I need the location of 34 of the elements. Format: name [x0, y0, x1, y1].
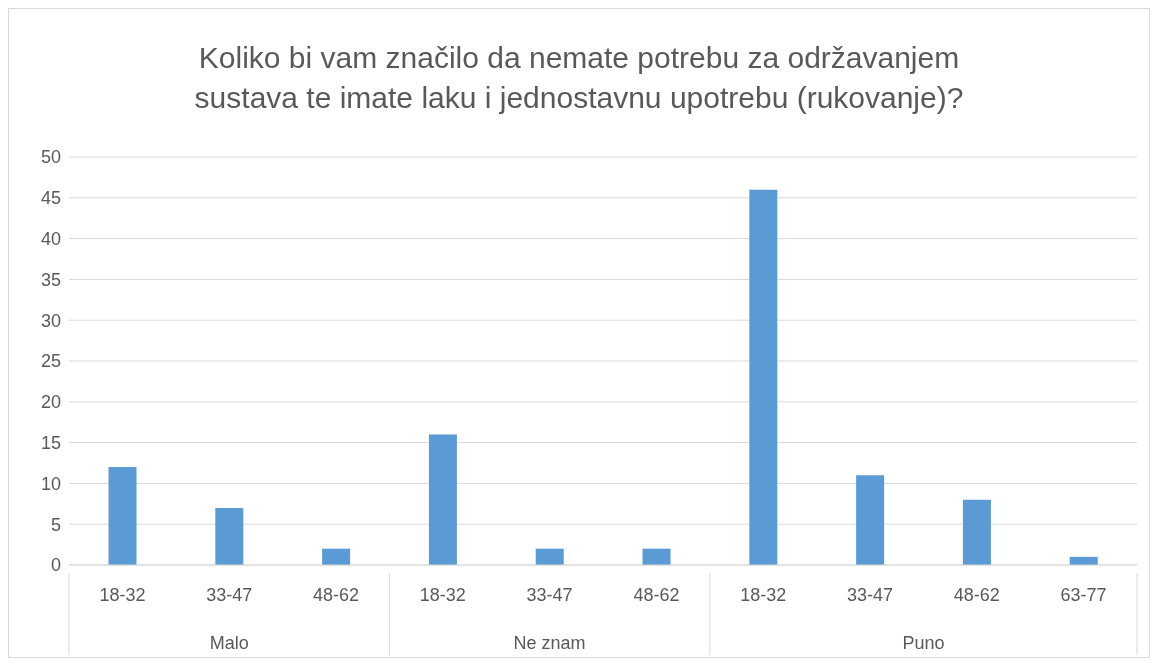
y-tick-label: 15: [40, 432, 61, 453]
bar: [322, 548, 351, 565]
text: Puno: [902, 633, 945, 653]
y-tick-label: 50: [40, 147, 61, 168]
bar: [428, 434, 457, 565]
y-tick-label: 30: [40, 310, 61, 331]
x-tick-label: 33-47: [526, 585, 573, 605]
x-tick-label: 48-62: [312, 585, 360, 605]
x-tick-label: 18-32: [99, 585, 146, 605]
bar: [642, 548, 671, 565]
y-tick-label: 40: [40, 228, 61, 249]
y-tick-label: 5: [50, 514, 61, 535]
x-tick-label: 48-62: [633, 585, 680, 605]
bar: [962, 499, 991, 565]
y-tick-label: 0: [50, 555, 61, 576]
y-tick-label: 20: [40, 392, 61, 413]
x-tick-label: 18-32: [740, 585, 787, 605]
y-tick-label: 10: [40, 473, 61, 494]
bar: [749, 189, 778, 565]
bar: [108, 467, 137, 565]
x-tick-label: 18-32: [419, 585, 466, 605]
x-tick-label: 33-47: [846, 585, 894, 605]
bar: [535, 548, 564, 565]
bar: [856, 475, 885, 565]
x-tick-label: 63-77: [1060, 585, 1107, 605]
text: Ne znam: [513, 633, 586, 653]
y-tick-label: 35: [40, 269, 61, 290]
y-tick-label: 45: [40, 188, 61, 209]
x-tick-label: 33-47: [206, 585, 253, 605]
chart-title: Koliko bi vam značilo da nemate potrebu za održavanjem sustava te imate laku i jednostavnu upotrebu (rukovanje)?: [193, 40, 965, 116]
text: Malo: [209, 633, 249, 653]
x-tick-label: 48-62: [953, 585, 1000, 605]
y-tick-label: 25: [40, 351, 61, 372]
bar: [215, 507, 244, 565]
